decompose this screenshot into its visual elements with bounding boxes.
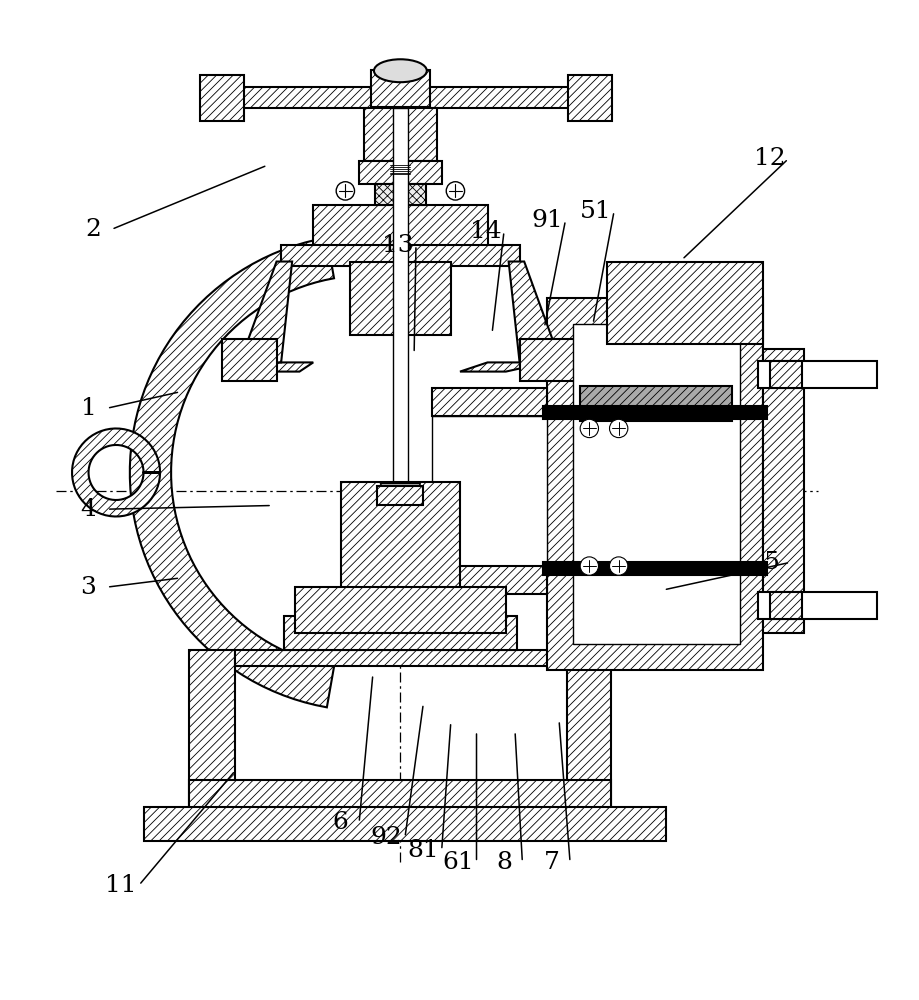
Polygon shape [340, 482, 460, 610]
Circle shape [580, 419, 598, 438]
Text: 81: 81 [407, 839, 438, 862]
Bar [762, 349, 803, 633]
Text: 1: 1 [81, 397, 96, 420]
Circle shape [580, 557, 598, 575]
Bar [573, 324, 739, 644]
Text: 2: 2 [85, 218, 101, 241]
Bar [217, 87, 596, 108]
Polygon shape [295, 587, 505, 633]
Bar [370, 70, 429, 107]
Bar [349, 262, 450, 335]
Bar [221, 339, 277, 381]
Text: 61: 61 [442, 851, 473, 874]
Bar [432, 416, 547, 566]
Ellipse shape [373, 59, 426, 82]
Text: 4: 4 [81, 498, 96, 521]
Bar [392, 108, 407, 486]
Text: 12: 12 [754, 147, 785, 170]
Bar [769, 592, 801, 619]
Text: 5: 5 [763, 551, 779, 574]
Bar [312, 205, 487, 262]
Bar [568, 75, 611, 121]
Polygon shape [460, 362, 547, 372]
Circle shape [335, 182, 354, 200]
Bar [757, 361, 877, 388]
Text: 92: 92 [370, 826, 402, 849]
Text: 11: 11 [105, 874, 136, 897]
Text: 7: 7 [543, 851, 559, 874]
Text: 14: 14 [470, 220, 501, 243]
Bar [769, 361, 801, 388]
Bar [567, 650, 611, 812]
Bar [607, 262, 762, 344]
Polygon shape [130, 238, 334, 707]
Circle shape [446, 182, 464, 200]
Bar [757, 592, 877, 619]
Bar [519, 339, 574, 381]
Text: 6: 6 [333, 811, 348, 834]
Bar [580, 386, 732, 421]
Circle shape [609, 557, 627, 575]
Bar [375, 184, 425, 205]
Bar [542, 406, 766, 419]
Polygon shape [240, 262, 292, 362]
Bar [432, 566, 547, 594]
Text: 8: 8 [495, 851, 511, 874]
Circle shape [609, 419, 627, 438]
Polygon shape [240, 362, 312, 372]
Bar [547, 298, 762, 670]
Text: 13: 13 [381, 234, 413, 257]
Bar [364, 108, 437, 161]
Text: 91: 91 [531, 209, 562, 232]
Bar [542, 562, 766, 575]
Bar [189, 650, 235, 812]
Text: 51: 51 [579, 200, 611, 223]
Bar [143, 807, 665, 841]
Polygon shape [72, 428, 160, 516]
Bar [200, 75, 244, 121]
Bar [189, 780, 611, 812]
Bar [432, 388, 547, 416]
Bar [235, 650, 567, 666]
Polygon shape [380, 483, 420, 505]
Text: 3: 3 [81, 576, 96, 599]
Polygon shape [508, 262, 561, 362]
Bar [284, 616, 516, 650]
Bar [358, 161, 441, 184]
Bar [281, 245, 519, 266]
Bar [377, 486, 423, 505]
